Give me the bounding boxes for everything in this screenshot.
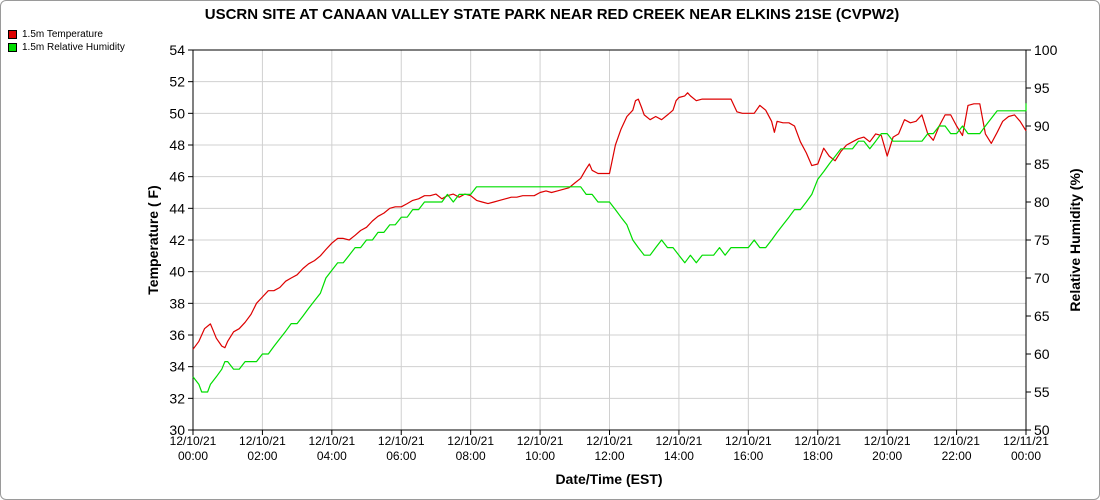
y-left-tick-label: 44 — [169, 200, 185, 216]
y-left-tick-label: 38 — [169, 295, 185, 311]
y-left-tick-label: 52 — [169, 74, 185, 90]
y-right-tick-label: 55 — [1034, 384, 1050, 400]
y-right-tick-label: 60 — [1034, 346, 1050, 362]
x-tick-label-date: 12/10/21 — [864, 434, 911, 448]
x-tick-label-date: 12/10/21 — [170, 434, 217, 448]
y-right-tick-label: 90 — [1034, 118, 1050, 134]
y-left-tick-label: 48 — [169, 137, 185, 153]
x-tick-label-time: 10:00 — [525, 449, 555, 463]
y-left-tick-label: 54 — [169, 42, 185, 58]
y-right-tick-label: 85 — [1034, 156, 1050, 172]
x-tick-label-time: 20:00 — [872, 449, 902, 463]
y-left-tick-label: 46 — [169, 169, 185, 185]
x-tick-label-time: 18:00 — [803, 449, 833, 463]
x-tick-label-date: 12/10/21 — [517, 434, 564, 448]
x-tick-label-date: 12/10/21 — [933, 434, 980, 448]
grid-lines — [192, 49, 1027, 431]
y-right-tick-label: 80 — [1034, 194, 1050, 210]
x-axis-label: Date/Time (EST) — [555, 471, 662, 487]
x-tick-label-time: 04:00 — [317, 449, 347, 463]
x-tick-label-time: 02:00 — [247, 449, 277, 463]
y-axis-left-label: Temperature ( F) — [145, 185, 161, 294]
temperature-series-line — [192, 92, 1027, 350]
y-right-tick-label: 70 — [1034, 270, 1050, 286]
y-right-tick-label: 95 — [1034, 80, 1050, 96]
x-tick-label-time: 16:00 — [733, 449, 763, 463]
chart-title: USCRN SITE AT CANAAN VALLEY STATE PARK N… — [205, 6, 900, 23]
x-tick-label-date: 12/10/21 — [725, 434, 772, 448]
y-left-tick-label: 34 — [169, 359, 185, 375]
x-tick-label-date: 12/10/21 — [239, 434, 286, 448]
x-tick-label-date: 12/10/21 — [586, 434, 633, 448]
legend-item-humidity: 1.5m Relative Humidity — [8, 41, 125, 54]
x-tick-label-date: 12/10/21 — [308, 434, 355, 448]
x-tick-label-date: 12/10/21 — [378, 434, 425, 448]
legend-item-temperature: 1.5m Temperature — [8, 28, 125, 41]
y-right-tick-label: 75 — [1034, 232, 1050, 248]
axis-ticks: 30 32 34 36 38 40 42 44 46 48 50 52 54 50 55 60 65 70 75 80… — [169, 42, 1057, 463]
x-tick-label-date: 12/10/21 — [656, 434, 703, 448]
y-left-tick-label: 50 — [169, 105, 185, 121]
legend-swatch-temperature — [8, 30, 17, 39]
y-right-tick-label: 50 — [1034, 422, 1050, 438]
y-right-tick-label: 65 — [1034, 308, 1050, 324]
y-axis-right-label: Relative Humidity (%) — [1067, 168, 1083, 311]
humidity-series-line — [192, 103, 1027, 393]
x-tick-label-time: 00:00 — [1011, 449, 1041, 463]
legend-label-temperature: 1.5m Temperature — [22, 29, 103, 40]
y-left-tick-label: 32 — [169, 390, 185, 406]
x-tick-label-time: 08:00 — [456, 449, 486, 463]
legend: 1.5m Temperature 1.5m Relative Humidity — [8, 28, 125, 54]
series-lines — [192, 92, 1027, 393]
x-tick-label-time: 22:00 — [942, 449, 972, 463]
x-tick-label-time: 06:00 — [386, 449, 416, 463]
y-left-tick-label: 40 — [169, 264, 185, 280]
legend-swatch-humidity — [8, 43, 17, 52]
legend-label-humidity: 1.5m Relative Humidity — [22, 42, 125, 53]
y-right-tick-label: 100 — [1034, 42, 1058, 58]
y-left-tick-label: 42 — [169, 232, 185, 248]
x-tick-label-time: 12:00 — [594, 449, 624, 463]
x-tick-label-time: 00:00 — [178, 449, 208, 463]
x-tick-label-time: 14:00 — [664, 449, 694, 463]
x-tick-label-date: 12/10/21 — [794, 434, 841, 448]
y-left-tick-label: 30 — [169, 422, 185, 438]
x-tick-label-date: 12/11/21 — [1003, 434, 1049, 448]
x-tick-label-date: 12/10/21 — [447, 434, 494, 448]
y-left-tick-label: 36 — [169, 327, 185, 343]
